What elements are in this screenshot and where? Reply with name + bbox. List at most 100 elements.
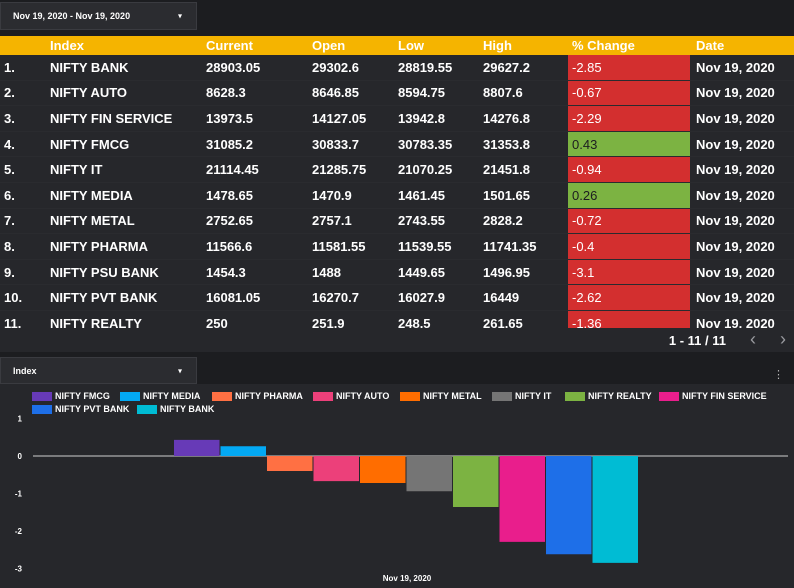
row-high: 16449	[483, 284, 563, 311]
header-current[interactable]: Current	[206, 36, 312, 55]
table-row[interactable]: 6. NIFTY MEDIA 1478.65 1470.9 1461.45 1501.65…	[0, 182, 794, 209]
row-index: NIFTY IT	[50, 156, 206, 183]
row-current: 1478.65	[206, 182, 312, 209]
y-tick-label: -2	[15, 527, 23, 536]
bar-nifty-realty[interactable]	[453, 456, 499, 507]
header-rank	[0, 36, 50, 55]
table-header-row: Index Current Open Low High % Change Dat…	[0, 36, 794, 55]
table-row[interactable]: 9. NIFTY PSU BANK 1454.3 1488 1449.65 1496.95…	[0, 259, 794, 286]
legend-item[interactable]: NIFTY IT	[492, 391, 551, 401]
row-date: Nov 19, 2020	[690, 208, 794, 235]
index-filter[interactable]: Index ▾	[0, 357, 197, 384]
row-index: NIFTY AUTO	[50, 80, 206, 107]
legend-item[interactable]: NIFTY MEDIA	[120, 391, 200, 401]
row-number: 9.	[0, 259, 50, 286]
row-number: 4.	[0, 131, 50, 158]
bar-chart: 1 0 -1 -2 -3 Nov 19, 2020	[15, 415, 788, 583]
row-change: 0.26	[568, 182, 690, 209]
row-low: 11539.55	[398, 233, 483, 260]
legend-label: NIFTY MEDIA	[143, 391, 201, 401]
chevron-right-icon[interactable]: ›	[780, 329, 786, 349]
legend-label: NIFTY METAL	[423, 391, 482, 401]
legend-item[interactable]: NIFTY AUTO	[313, 391, 389, 401]
row-high: 11741.35	[483, 233, 563, 260]
table-row[interactable]: 4. NIFTY FMCG 31085.2 30833.7 30783.35 31353.…	[0, 131, 794, 158]
row-date: Nov 19, 2020	[690, 55, 794, 81]
table-row[interactable]: 1. NIFTY BANK 28903.05 29302.6 28819.55 29627…	[0, 55, 794, 81]
bar-nifty-fmcg[interactable]	[174, 439, 220, 456]
bar-nifty-media[interactable]	[220, 446, 267, 456]
row-current: 21114.45	[206, 156, 312, 183]
row-low: 30783.35	[398, 131, 483, 158]
legend-label: NIFTY REALTY	[588, 391, 652, 401]
header-index[interactable]: Index	[50, 36, 206, 55]
legend-item[interactable]: NIFTY FIN SERVICE	[659, 391, 767, 401]
row-number: 8.	[0, 233, 50, 260]
row-index: NIFTY BANK	[50, 55, 206, 81]
row-open: 14127.05	[312, 105, 398, 132]
row-low: 2743.55	[398, 208, 483, 235]
row-date: Nov 19, 2020	[690, 182, 794, 209]
y-tick-label: -3	[15, 565, 23, 574]
legend-swatch	[32, 404, 52, 414]
table-row[interactable]: 3. NIFTY FIN SERVICE 13973.5 14127.05 13942.…	[0, 105, 794, 132]
header-date[interactable]: Date	[690, 36, 794, 55]
row-open: 11581.55	[312, 233, 398, 260]
row-high: 29627.2	[483, 55, 563, 81]
bar-nifty-pvt-bank[interactable]	[546, 456, 592, 555]
bar-nifty-fin-service[interactable]	[499, 456, 546, 542]
header-change[interactable]: % Change	[568, 36, 690, 55]
row-spacer	[563, 208, 568, 235]
row-high: 1496.95	[483, 259, 563, 286]
legend-item[interactable]: NIFTY FMCG	[32, 391, 110, 401]
table-row[interactable]: 5. NIFTY IT 21114.45 21285.75 21070.25 21451.…	[0, 156, 794, 183]
row-spacer	[563, 80, 568, 107]
legend-item[interactable]: NIFTY PHARMA	[212, 391, 303, 401]
legend-item[interactable]: NIFTY BANK	[137, 404, 214, 414]
header-open[interactable]: Open	[312, 36, 398, 55]
bar-nifty-auto[interactable]	[313, 456, 360, 482]
row-spacer	[563, 233, 568, 260]
legend-item[interactable]: NIFTY METAL	[400, 391, 482, 401]
legend-swatch	[120, 391, 140, 401]
row-low: 248.5	[398, 310, 483, 337]
row-low: 21070.25	[398, 156, 483, 183]
row-change: -2.62	[568, 284, 690, 311]
pagination-bar: 1 - 11 / 11 ‹ ›	[0, 328, 794, 353]
row-current: 28903.05	[206, 55, 312, 81]
row-number: 1.	[0, 55, 50, 81]
row-open: 2757.1	[312, 208, 398, 235]
row-spacer	[563, 259, 568, 286]
legend-item[interactable]: NIFTY REALTY	[565, 391, 652, 401]
more-options-icon[interactable]: ⋮	[773, 369, 784, 381]
table-row[interactable]: 7. NIFTY METAL 2752.65 2757.1 2743.55 2828.2-…	[0, 208, 794, 235]
header-high[interactable]: High	[483, 36, 563, 55]
bar-nifty-bank[interactable]	[592, 456, 639, 563]
legend-swatch	[313, 391, 333, 401]
row-change: -0.4	[568, 233, 690, 260]
caret-down-icon: ▾	[177, 366, 182, 375]
row-index: NIFTY MEDIA	[50, 182, 206, 209]
row-number: 3.	[0, 105, 50, 132]
row-open: 21285.75	[312, 156, 398, 183]
bar-nifty-it[interactable]	[406, 456, 453, 492]
chevron-left-icon[interactable]: ‹	[750, 329, 756, 349]
header-low[interactable]: Low	[398, 36, 483, 55]
table-row[interactable]: 8. NIFTY PHARMA 11566.6 11581.55 11539.55 117…	[0, 233, 794, 260]
bar-nifty-metal[interactable]	[360, 456, 406, 483]
table-row[interactable]: 2. NIFTY AUTO 8628.3 8646.85 8594.75 8807.6 -0…	[0, 80, 794, 107]
row-current: 16081.05	[206, 284, 312, 311]
row-low: 28819.55	[398, 55, 483, 81]
legend-label: NIFTY PVT BANK	[55, 404, 130, 414]
row-high: 14276.8	[483, 105, 563, 132]
legend-item[interactable]: NIFTY PVT BANK	[32, 404, 129, 414]
row-low: 13942.8	[398, 105, 483, 132]
table-row[interactable]: 10. NIFTY PVT BANK 16081.05 16270.7 16027.9 1…	[0, 284, 794, 311]
row-current: 11566.6	[206, 233, 312, 260]
bar-nifty-pharma[interactable]	[267, 456, 313, 471]
row-number: 7.	[0, 208, 50, 235]
row-index: NIFTY FIN SERVICE	[50, 105, 206, 132]
row-date: Nov 19, 2020	[690, 105, 794, 132]
y-tick-label: 0	[18, 452, 23, 461]
date-range-filter[interactable]: Nov 19, 2020 - Nov 19, 2020 ▾	[0, 2, 197, 30]
